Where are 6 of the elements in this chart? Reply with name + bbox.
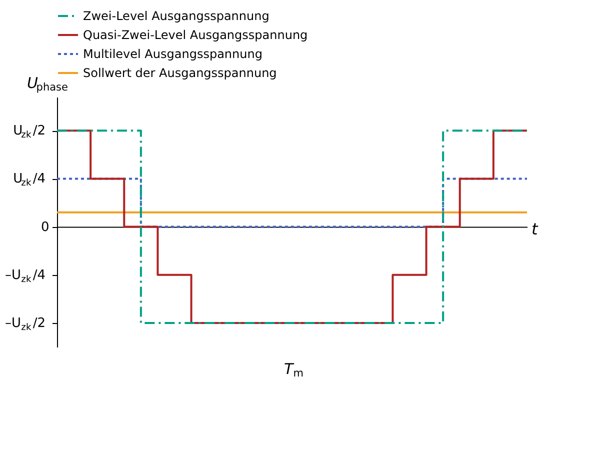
legend-label: Quasi-Zwei-Level Ausgangsspannung	[83, 28, 308, 42]
legend-label: Zwei-Level Ausgangsspannung	[83, 9, 270, 23]
legend-label: Sollwert der Ausgangsspannung	[83, 66, 277, 80]
text: 0	[40, 220, 50, 235]
x-axis-title: t	[532, 219, 538, 238]
legend-label: Multilevel Ausgangsspannung	[83, 47, 262, 61]
